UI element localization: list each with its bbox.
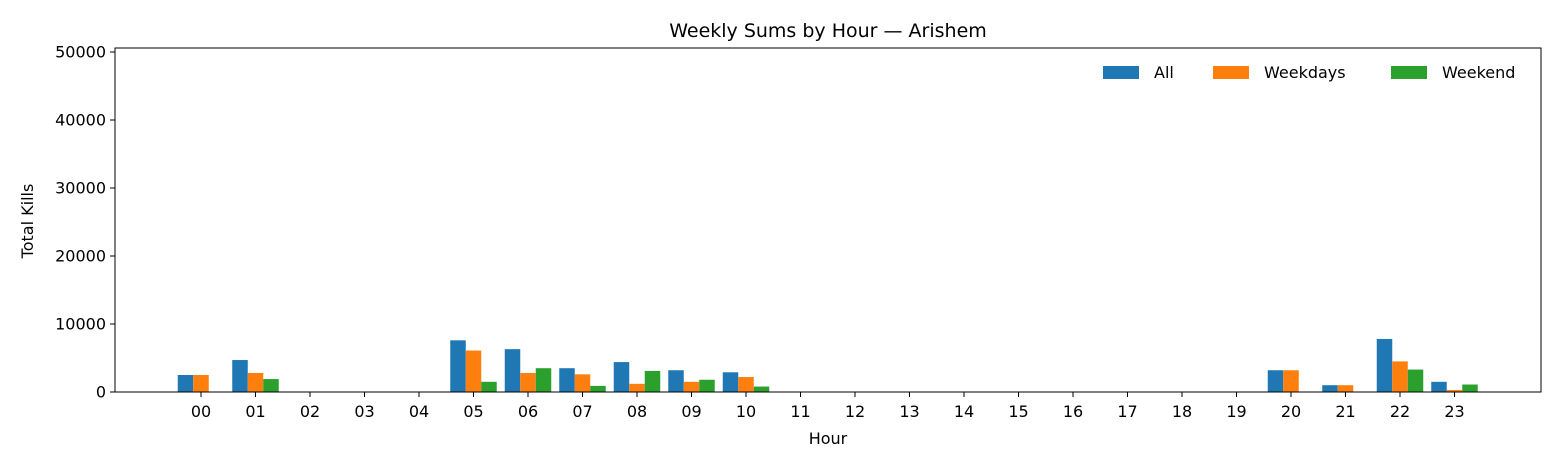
legend-label-weekend: Weekend xyxy=(1442,63,1515,82)
y-axis-label: Total Kills xyxy=(18,184,37,260)
x-tick-label: 12 xyxy=(845,402,865,421)
bar-weekdays-22 xyxy=(1392,361,1408,392)
y-tick-label: 40000 xyxy=(55,111,106,130)
x-tick-label: 05 xyxy=(463,402,483,421)
x-tick-label: 08 xyxy=(627,402,647,421)
bar-weekdays-09 xyxy=(683,381,700,392)
y-tick-label: 0 xyxy=(96,383,106,402)
y-tick-label: 30000 xyxy=(55,179,106,198)
bar-weekend-09 xyxy=(699,379,715,392)
bar-all-01 xyxy=(232,360,248,392)
bar-weekend-07 xyxy=(590,385,606,392)
bar-weekdays-10 xyxy=(738,377,754,392)
bar-all-06 xyxy=(504,349,521,392)
x-tick-label: 17 xyxy=(1117,402,1137,421)
x-tick-label: 04 xyxy=(409,402,429,421)
legend-swatch-all xyxy=(1103,66,1139,79)
legend: All Weekdays Weekend xyxy=(1103,63,1515,82)
bar-weekdays-00 xyxy=(193,375,209,392)
x-tick-label: 09 xyxy=(681,402,701,421)
x-tick-label: 15 xyxy=(1008,402,1028,421)
plot-area: 0 10000 20000 30000 40000 50000 00 01 02 03 04 05 06… xyxy=(55,43,1542,421)
x-tick-label: 14 xyxy=(954,402,974,421)
bar-weekdays-08 xyxy=(629,383,645,392)
x-tick-label: 21 xyxy=(1335,402,1355,421)
y-tick-label: 10000 xyxy=(55,315,106,334)
bar-weekend-23 xyxy=(1462,384,1478,392)
plot-frame xyxy=(114,47,1542,393)
bar-weekend-01 xyxy=(263,379,279,392)
legend-label-all: All xyxy=(1154,63,1174,82)
y-tick-label: 20000 xyxy=(55,247,106,266)
bar-weekdays-20 xyxy=(1283,370,1299,392)
bar-all-22 xyxy=(1376,338,1393,392)
legend-swatch-weekdays xyxy=(1213,66,1249,79)
x-axis-label: Hour xyxy=(809,429,848,448)
legend-swatch-weekend xyxy=(1391,66,1427,79)
x-tick-label: 19 xyxy=(1226,402,1246,421)
bar-all-23 xyxy=(1431,381,1447,392)
legend-label-weekdays: Weekdays xyxy=(1264,63,1346,82)
y-tick-label: 50000 xyxy=(55,43,106,62)
bar-weekend-10 xyxy=(753,386,770,392)
x-tick-label: 11 xyxy=(790,402,810,421)
x-tick-label: 03 xyxy=(354,402,374,421)
bar-all-09 xyxy=(668,370,684,392)
bar-weekdays-06 xyxy=(520,372,536,392)
bar-all-20 xyxy=(1267,370,1284,392)
bar-all-05 xyxy=(450,340,466,392)
x-tick-label: 07 xyxy=(572,402,592,421)
bar-weekend-06 xyxy=(535,368,552,392)
bar-all-08 xyxy=(613,362,630,392)
x-tick-label: 06 xyxy=(518,402,538,421)
x-tick-label: 18 xyxy=(1172,402,1192,421)
bar-all-21 xyxy=(1322,385,1338,392)
x-tick-label: 22 xyxy=(1390,402,1410,421)
x-tick-label: 01 xyxy=(245,402,265,421)
bar-all-00 xyxy=(177,375,194,392)
bar-weekdays-07 xyxy=(574,374,591,392)
bar-weekdays-21 xyxy=(1337,385,1354,392)
x-tick-label: 10 xyxy=(736,402,756,421)
x-tick-label: 02 xyxy=(300,402,320,421)
bar-all-07 xyxy=(559,368,575,392)
bar-weekdays-23 xyxy=(1446,389,1463,392)
x-tick-label: 16 xyxy=(1063,402,1083,421)
bar-weekend-22 xyxy=(1407,369,1424,392)
bar-weekdays-05 xyxy=(465,350,482,392)
bar-all-10 xyxy=(722,372,739,392)
bar-weekend-08 xyxy=(644,370,661,392)
bar-weekdays-01 xyxy=(247,372,264,392)
bar-weekend-05 xyxy=(481,381,497,392)
x-tick-label: 13 xyxy=(899,402,919,421)
chart-title: Weekly Sums by Hour — Arishem xyxy=(669,20,987,42)
x-tick-label: 20 xyxy=(1281,402,1301,421)
x-tick-label: 00 xyxy=(191,402,211,421)
x-tick-label: 23 xyxy=(1444,402,1464,421)
